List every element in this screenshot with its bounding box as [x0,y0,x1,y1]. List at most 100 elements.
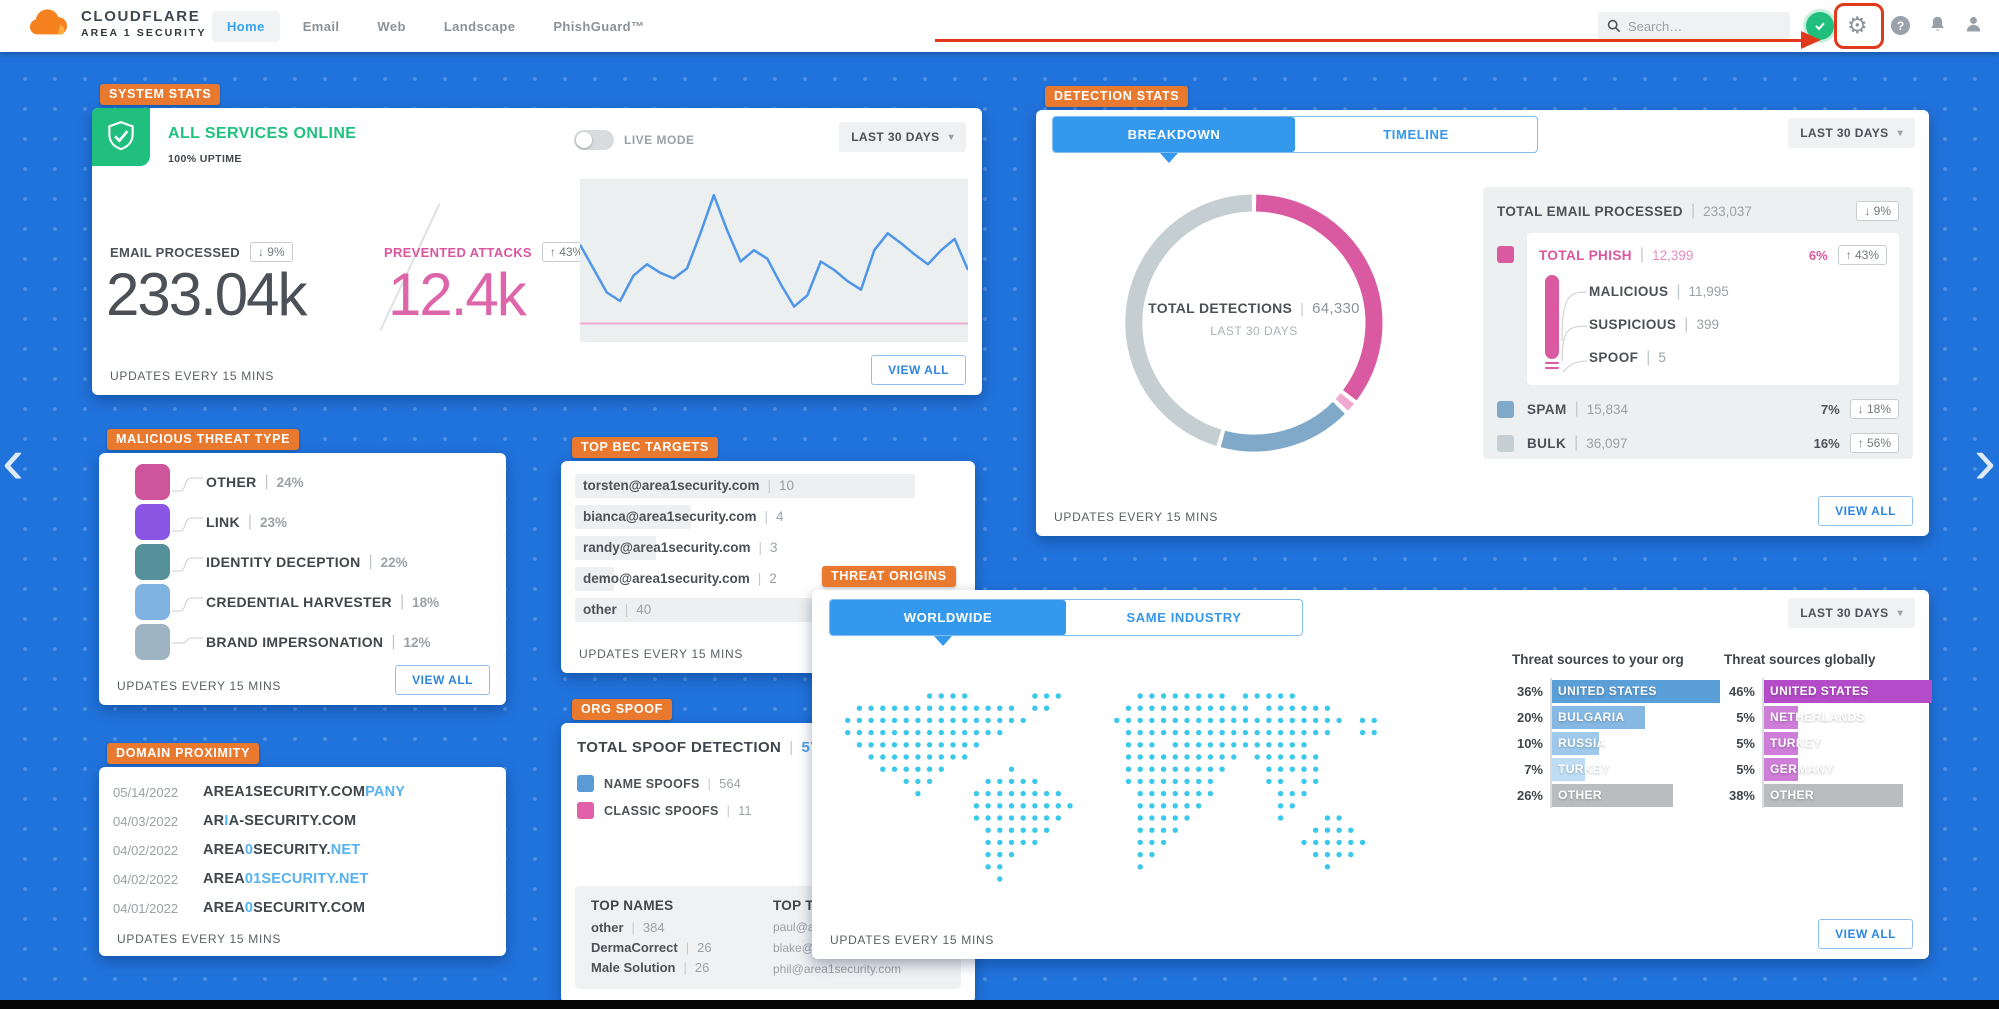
domain-name[interactable]: AREA1SECURITY.COMPANY [203,784,406,800]
search-icon [1607,19,1621,33]
carousel-prev-icon[interactable]: ‹ [2,423,24,497]
detection-view-all-button[interactable]: VIEW ALL [1818,496,1913,526]
tab-breakdown[interactable]: BREAKDOWN [1053,117,1295,152]
country-bar: UNITED STATES [1764,679,1932,703]
malicious-threat-tag: MALICIOUS THREAT TYPE [107,429,300,450]
phish-bar [1545,275,1559,379]
legend-label: CLASSIC SPOOFS | 11 [604,803,752,818]
domain-row: 04/02/2022 AREA0SECURITY.NET [113,839,360,861]
threat-sources-org-list: Threat sources to your org 36% UNITED STA… [1512,652,1720,808]
updates-note: UPDATES EVERY 15 MINS [830,933,995,947]
range-value: LAST 30 DAYS [1800,606,1889,620]
search-input[interactable] [1628,18,1778,34]
user-avatar-icon[interactable] [1964,14,1983,39]
bulk-swatch [1497,434,1514,452]
top-nav: CLOUDFLARE AREA 1 SECURITY Home Email We… [0,0,1999,52]
bec-targets-tag: TOP BEC TARGETS [572,437,718,458]
spam-delta-badge: ↓ 18% [1849,399,1899,419]
malicious-threat-card: OTHER | 24% LINK | 23% IDENTITY DECEPTIO… [99,453,506,705]
gear-icon[interactable]: ⚙ [1847,12,1868,38]
threat-type-pct: 23% [260,514,288,530]
nav-item-web[interactable]: Web [377,18,406,34]
nav-item-email[interactable]: Email [302,18,340,34]
cloudflare-logo [29,8,67,34]
threat-type-row: BRAND IMPERSONATION | 12% [135,623,431,661]
active-tab-caret [934,636,952,646]
system-stats-tag: SYSTEM STATS [100,84,221,105]
tab-same-industry[interactable]: SAME INDUSTRY [1126,610,1242,625]
top-name-row: other | 384 [591,920,665,935]
bec-bar [575,536,657,560]
connector-line [172,557,203,572]
detection-stats-tag: DETECTION STATS [1045,86,1189,107]
domain-proximity-card: 05/14/2022 AREA1SECURITY.COMPANY 04/03/2… [99,767,506,956]
tab-timeline[interactable]: TIMELINE [1383,127,1449,142]
domain-name[interactable]: AREA0SECURITY.NET [203,842,361,858]
bec-email[interactable]: randy@area1security.com [583,540,751,555]
live-mode-toggle[interactable] [574,130,614,150]
malicious-view-all-button[interactable]: VIEW ALL [395,665,490,695]
classic-spoofs-swatch [577,802,594,819]
chevron-down-icon: ▾ [1897,127,1903,139]
tab-worldwide[interactable]: WORLDWIDE [830,600,1066,635]
spam-row: SPAM | 15,834 7% ↓ 18% [1497,399,1899,419]
bec-email[interactable]: bianca@area1security.com [583,509,757,524]
phish-breakdown-card: TOTAL PHISH | 12,399 6% ↑ 43% MALICIOUS | 11… [1497,233,1899,385]
country-row: 26% OTHER [1512,782,1720,808]
domain-name[interactable]: AREA01SECURITY.NET [203,871,369,887]
threat-color-swatch [135,544,170,580]
domain-name[interactable]: ARIA-SECURITY.COM [203,813,357,829]
range-value: LAST 30 DAYS [851,130,940,144]
threat-type-label: BRAND IMPERSONATION [206,634,384,650]
detection-breakdown-panel: TOTAL EMAIL PROCESSED | 233,037 ↓ 9% TOTAL… [1483,187,1913,459]
status-title: ALL SERVICES ONLINE [168,125,357,142]
threat-type-row: CREDENTIAL HARVESTER | 18% [135,583,439,621]
brand-text: CLOUDFLARE AREA 1 SECURITY [81,8,207,39]
org-spoof-tag: ORG SPOOF [572,699,673,720]
detection-range-dropdown[interactable]: LAST 30 DAYS ▾ [1788,118,1915,148]
connector-line [172,597,203,612]
total-email-row: TOTAL EMAIL PROCESSED | 233,037 ↓ 9% [1497,201,1899,221]
threat-color-swatch [135,624,170,660]
email-trend-chart [580,179,968,342]
pipe: | [368,553,373,570]
country-bar: BULGARIA [1552,705,1646,729]
nav-item-home[interactable]: Home [212,10,280,42]
annotation-highlight-box [1834,3,1884,49]
nav-item-phishguard[interactable]: PhishGuard™ [553,18,645,34]
bottom-letterbox-bar [0,1000,1999,1009]
nav-item-landscape[interactable]: Landscape [443,18,516,34]
bec-email[interactable]: other [583,602,617,617]
toggle-knob [576,132,592,148]
phish-swatch [1497,246,1514,263]
help-icon[interactable]: ? [1891,16,1910,35]
domain-date: 04/02/2022 [113,871,179,887]
pipe: | [399,593,405,610]
pipe: | [264,473,269,490]
bec-email[interactable]: demo@area1security.com [583,571,750,586]
system-view-all-button[interactable]: VIEW ALL [871,355,966,385]
suspicious-row: SUSPICIOUS | 399 [1589,315,1719,333]
bec-row: bianca@area1security.com | 4 [575,505,961,529]
threat-type-pct: 18% [412,594,440,610]
chevron-down-icon: ▾ [1897,607,1903,619]
search-box[interactable] [1598,12,1790,40]
bec-email[interactable]: torsten@area1security.com [583,478,760,493]
threat-view-all-button[interactable]: VIEW ALL [1818,919,1913,949]
system-range-dropdown[interactable]: LAST 30 DAYS ▾ [839,122,966,152]
bec-bar [575,567,614,591]
connector-line [172,637,203,644]
country-bar: TURKEY [1764,731,1821,755]
domain-date: 05/14/2022 [113,784,179,800]
country-row: 10% RUSSIA [1512,730,1720,756]
pipe: | [247,513,253,530]
top-target-row[interactable]: phil@area1security.com [773,962,902,976]
brand[interactable]: CLOUDFLARE AREA 1 SECURITY [26,8,207,39]
org-spoof-title: TOTAL SPOOF DETECTION|575 [577,739,828,756]
threat-origins-card: WORLDWIDE SAME INDUSTRY LAST 30 DAYS ▾ T… [812,590,1932,959]
carousel-next-icon[interactable]: › [1974,423,1996,497]
domain-name[interactable]: AREA0SECURITY.COM [203,900,366,916]
bell-icon[interactable] [1929,15,1946,39]
threat-range-dropdown[interactable]: LAST 30 DAYS ▾ [1788,598,1915,628]
